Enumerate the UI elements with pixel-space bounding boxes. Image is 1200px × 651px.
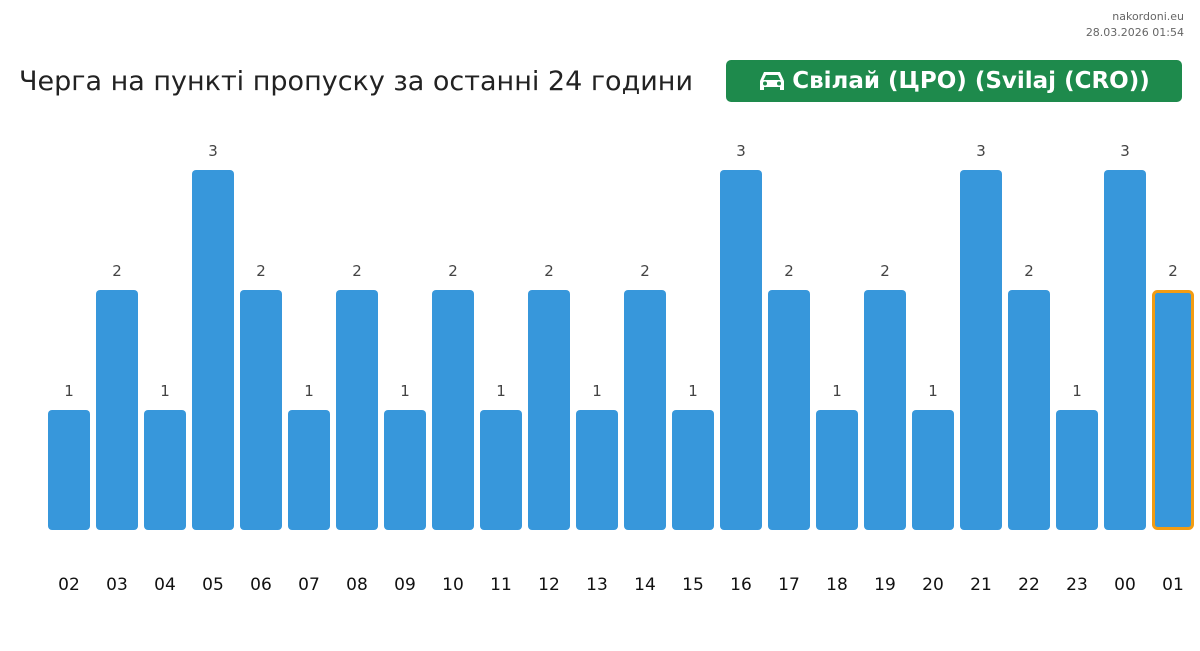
- bar-02: [48, 410, 90, 530]
- bar-08: [336, 290, 378, 530]
- data-label-15: 1: [688, 382, 698, 400]
- timestamp: 28.03.2026 01:54: [1085, 26, 1184, 39]
- x-tick-label-16: 16: [730, 575, 752, 595]
- bar-13: [576, 410, 618, 530]
- data-label-14: 2: [640, 262, 650, 280]
- bar-19: [864, 290, 906, 530]
- bar-11: [480, 410, 522, 530]
- meta-info: nakordoni.eu 28.03.2026 01:54: [1086, 9, 1184, 41]
- data-label-20: 1: [928, 382, 938, 400]
- x-tick-label-13: 13: [586, 575, 608, 595]
- data-label-23: 1: [1072, 382, 1082, 400]
- data-label-09: 1: [400, 382, 410, 400]
- x-tick-label-04: 04: [154, 575, 176, 595]
- data-label-21: 3: [976, 142, 986, 160]
- x-tick-label-14: 14: [634, 575, 656, 595]
- x-tick-label-22: 22: [1018, 575, 1040, 595]
- x-tick-label-21: 21: [970, 575, 992, 595]
- x-tick-label-10: 10: [442, 575, 464, 595]
- bar-17: [768, 290, 810, 530]
- x-tick-label-00: 00: [1114, 575, 1136, 595]
- x-tick-label-23: 23: [1066, 575, 1088, 595]
- data-label-08: 2: [352, 262, 362, 280]
- x-tick-label-18: 18: [826, 575, 848, 595]
- bar-22: [1008, 290, 1050, 530]
- x-tick-label-15: 15: [682, 575, 704, 595]
- x-tick-label-06: 06: [250, 575, 272, 595]
- data-label-07: 1: [304, 382, 314, 400]
- data-label-17: 2: [784, 262, 794, 280]
- page-title: Черга на пункті пропуску за останні 24 г…: [19, 65, 693, 97]
- x-tick-label-02: 02: [58, 575, 80, 595]
- data-label-04: 1: [160, 382, 170, 400]
- x-tick-label-07: 07: [298, 575, 320, 595]
- bar-16: [720, 170, 762, 530]
- x-tick-label-20: 20: [922, 575, 944, 595]
- x-tick-label-08: 08: [346, 575, 368, 595]
- bar-01: [1152, 290, 1194, 530]
- data-label-11: 1: [496, 382, 506, 400]
- data-label-02: 1: [64, 382, 74, 400]
- bar-06: [240, 290, 282, 530]
- data-label-01: 2: [1168, 262, 1178, 280]
- x-tick-label-11: 11: [490, 575, 512, 595]
- data-label-12: 2: [544, 262, 554, 280]
- x-tick-label-01: 01: [1162, 575, 1184, 595]
- data-label-00: 3: [1120, 142, 1130, 160]
- data-label-10: 2: [448, 262, 458, 280]
- data-label-06: 2: [256, 262, 266, 280]
- bar-05: [192, 170, 234, 530]
- bar-03: [96, 290, 138, 530]
- x-tick-label-03: 03: [106, 575, 128, 595]
- bar-07: [288, 410, 330, 530]
- bar-23: [1056, 410, 1098, 530]
- x-tick-label-17: 17: [778, 575, 800, 595]
- site-name: nakordoni.eu: [1112, 10, 1184, 23]
- x-tick-label-12: 12: [538, 575, 560, 595]
- bar-14: [624, 290, 666, 530]
- data-label-05: 3: [208, 142, 218, 160]
- checkpoint-name: Свілай (ЦРО) (Svilaj (CRO)): [792, 68, 1150, 94]
- bar-20: [912, 410, 954, 530]
- x-tick-label-09: 09: [394, 575, 416, 595]
- data-label-19: 2: [880, 262, 890, 280]
- bar-21: [960, 170, 1002, 530]
- bar-04: [144, 410, 186, 530]
- x-tick-label-05: 05: [202, 575, 224, 595]
- bar-12: [528, 290, 570, 530]
- data-label-22: 2: [1024, 262, 1034, 280]
- checkpoint-badge: Свілай (ЦРО) (Svilaj (CRO)): [726, 60, 1182, 102]
- car-icon: [758, 69, 786, 93]
- bar-09: [384, 410, 426, 530]
- bar-15: [672, 410, 714, 530]
- bar-10: [432, 290, 474, 530]
- bar-18: [816, 410, 858, 530]
- data-label-16: 3: [736, 142, 746, 160]
- data-label-13: 1: [592, 382, 602, 400]
- data-label-18: 1: [832, 382, 842, 400]
- bar-00: [1104, 170, 1146, 530]
- x-tick-label-19: 19: [874, 575, 896, 595]
- data-label-03: 2: [112, 262, 122, 280]
